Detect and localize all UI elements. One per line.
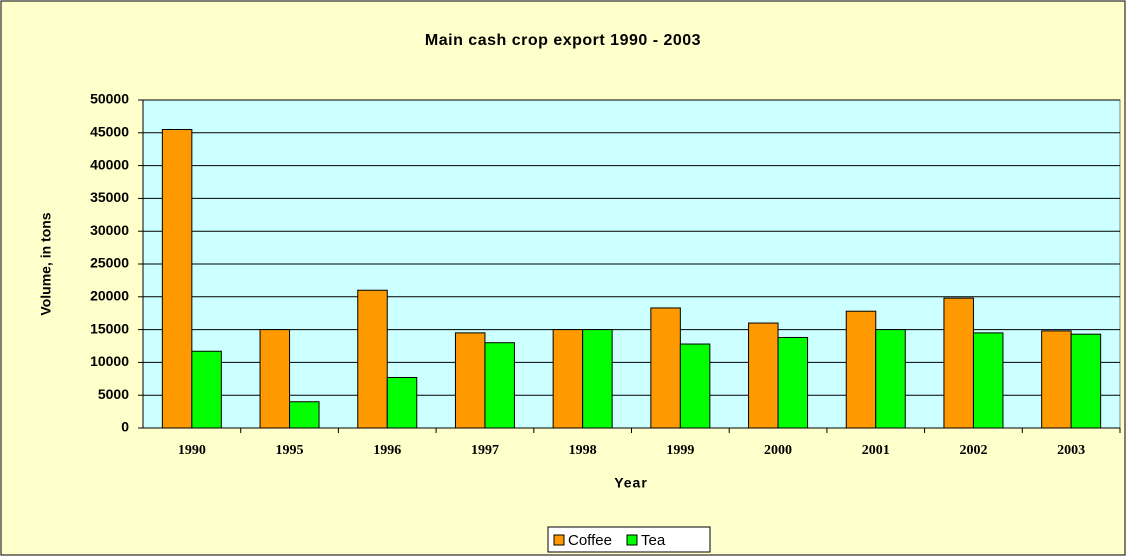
bar xyxy=(289,401,320,429)
bar xyxy=(259,329,291,429)
legend-swatch xyxy=(553,534,565,546)
bar xyxy=(454,332,486,429)
x-tick-label: 1995 xyxy=(276,443,304,458)
bar xyxy=(582,329,613,429)
legend-label: Coffee xyxy=(568,532,612,549)
x-axis-title: Year xyxy=(614,475,648,491)
y-tick-label: 25000 xyxy=(90,255,129,271)
bar xyxy=(875,329,906,429)
y-tick-label: 5000 xyxy=(98,386,129,402)
y-tick-label: 40000 xyxy=(90,156,129,172)
bar xyxy=(650,307,681,429)
bar xyxy=(161,129,193,429)
bar xyxy=(357,289,388,429)
bar xyxy=(679,343,711,429)
legend-label: Tea xyxy=(641,532,666,549)
x-tick-label: 2003 xyxy=(1057,443,1085,458)
y-tick-label: 45000 xyxy=(90,124,129,140)
bar xyxy=(748,322,779,429)
bar xyxy=(1070,333,1102,429)
bar xyxy=(1041,330,1072,429)
x-tick-label: 1996 xyxy=(373,443,401,458)
x-tick-label: 1999 xyxy=(666,443,694,458)
x-tick-label: 2001 xyxy=(862,443,890,458)
y-tick-label: 50000 xyxy=(90,91,129,107)
bar xyxy=(972,332,1004,429)
bar xyxy=(191,350,222,429)
x-tick-label: 2000 xyxy=(764,443,792,458)
x-tick-label: 1997 xyxy=(471,443,499,458)
x-tick-label: 1998 xyxy=(569,443,597,458)
chart-title: Main cash crop export 1990 - 2003 xyxy=(425,32,701,49)
legend-swatch xyxy=(626,534,638,546)
y-tick-label: 20000 xyxy=(90,288,129,304)
y-tick-label: 15000 xyxy=(90,320,129,336)
x-tick-label: 1990 xyxy=(178,443,206,458)
bar xyxy=(484,342,515,429)
y-axis-title: Volume, in tons xyxy=(38,212,54,315)
y-tick-label: 30000 xyxy=(90,222,129,238)
bar xyxy=(386,376,418,429)
bar xyxy=(845,310,877,429)
bar xyxy=(943,297,974,429)
y-tick-label: 0 xyxy=(121,419,129,435)
bar xyxy=(552,329,584,429)
y-tick-label: 10000 xyxy=(90,353,129,369)
x-tick-label: 2002 xyxy=(959,443,987,458)
y-tick-label: 35000 xyxy=(90,189,129,205)
bar xyxy=(777,336,809,429)
